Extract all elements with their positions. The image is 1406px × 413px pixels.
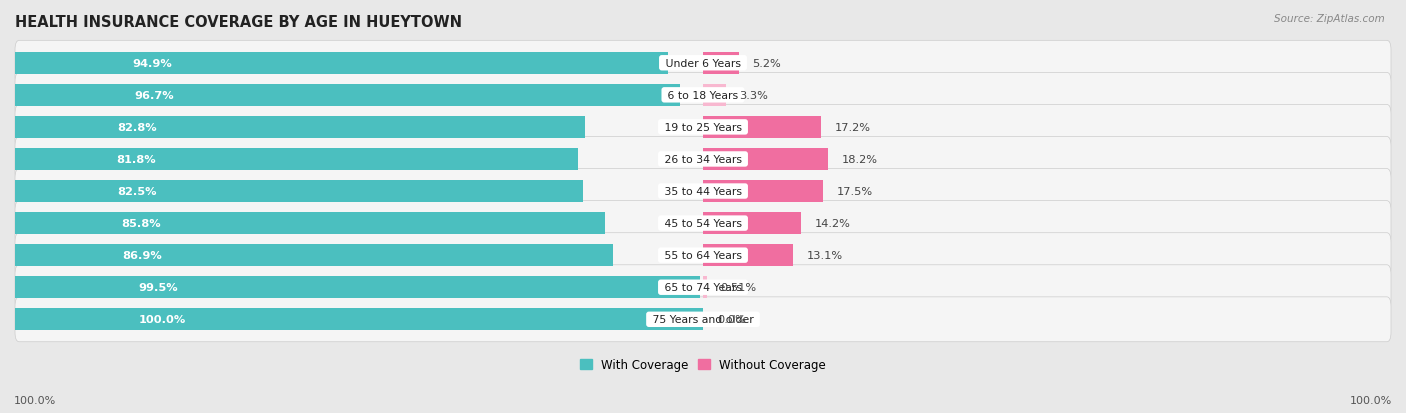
Bar [15, 85, 681, 107]
Text: 82.8%: 82.8% [118, 123, 157, 133]
Bar [15, 309, 703, 330]
FancyBboxPatch shape [15, 41, 1391, 86]
Bar [15, 53, 668, 74]
Bar [15, 117, 585, 138]
FancyBboxPatch shape [15, 297, 1391, 342]
Bar [703, 181, 824, 202]
Text: 45 to 54 Years: 45 to 54 Years [661, 218, 745, 228]
Text: 96.7%: 96.7% [135, 90, 174, 101]
Text: 85.8%: 85.8% [121, 218, 160, 228]
Bar [15, 149, 578, 171]
FancyBboxPatch shape [15, 73, 1391, 118]
Text: 5.2%: 5.2% [752, 59, 782, 69]
Text: 86.9%: 86.9% [122, 251, 162, 261]
Text: 55 to 64 Years: 55 to 64 Years [661, 251, 745, 261]
Text: 6 to 18 Years: 6 to 18 Years [664, 90, 742, 101]
Text: HEALTH INSURANCE COVERAGE BY AGE IN HUEYTOWN: HEALTH INSURANCE COVERAGE BY AGE IN HUEY… [15, 15, 463, 30]
Text: 26 to 34 Years: 26 to 34 Years [661, 154, 745, 164]
Bar [15, 244, 613, 266]
Text: 18.2%: 18.2% [842, 154, 877, 164]
Bar [15, 277, 700, 299]
Bar [15, 181, 582, 202]
Text: 0.51%: 0.51% [720, 282, 756, 292]
Text: 75 Years and older: 75 Years and older [650, 315, 756, 325]
Text: 65 to 74 Years: 65 to 74 Years [661, 282, 745, 292]
Bar [15, 213, 606, 235]
Bar [703, 85, 725, 107]
FancyBboxPatch shape [15, 233, 1391, 278]
Text: 19 to 25 Years: 19 to 25 Years [661, 123, 745, 133]
Bar [703, 244, 793, 266]
Bar [703, 53, 738, 74]
Text: 13.1%: 13.1% [807, 251, 844, 261]
Text: 14.2%: 14.2% [814, 218, 851, 228]
Text: 99.5%: 99.5% [138, 282, 177, 292]
FancyBboxPatch shape [15, 201, 1391, 246]
Text: 3.3%: 3.3% [740, 90, 768, 101]
Text: 17.2%: 17.2% [835, 123, 872, 133]
FancyBboxPatch shape [15, 105, 1391, 150]
Text: Under 6 Years: Under 6 Years [662, 59, 744, 69]
Text: Source: ZipAtlas.com: Source: ZipAtlas.com [1274, 14, 1385, 24]
Text: 17.5%: 17.5% [837, 187, 873, 197]
Bar [703, 117, 821, 138]
Text: 100.0%: 100.0% [139, 315, 186, 325]
Bar [703, 149, 828, 171]
Text: 82.5%: 82.5% [117, 187, 156, 197]
Text: 0.0%: 0.0% [717, 315, 745, 325]
FancyBboxPatch shape [15, 169, 1391, 214]
FancyBboxPatch shape [15, 265, 1391, 310]
Bar [703, 213, 800, 235]
Text: 94.9%: 94.9% [132, 59, 173, 69]
Text: 100.0%: 100.0% [14, 395, 56, 405]
Legend: With Coverage, Without Coverage: With Coverage, Without Coverage [575, 354, 831, 376]
Text: 81.8%: 81.8% [117, 154, 156, 164]
FancyBboxPatch shape [15, 137, 1391, 182]
Text: 35 to 44 Years: 35 to 44 Years [661, 187, 745, 197]
Bar [703, 277, 706, 299]
Text: 100.0%: 100.0% [1350, 395, 1392, 405]
